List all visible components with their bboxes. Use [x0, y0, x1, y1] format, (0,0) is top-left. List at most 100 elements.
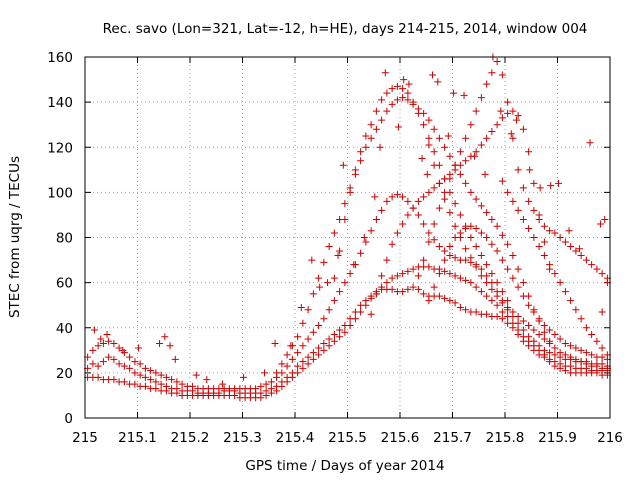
- data-point-marker: [420, 256, 428, 264]
- data-point-marker: [509, 252, 517, 260]
- data-point-marker: [152, 378, 160, 386]
- chart-title: Rec. savo (Lon=321, Lat=-12, h=HE), days…: [103, 21, 588, 37]
- data-point-marker: [273, 369, 281, 377]
- data-point-marker: [493, 247, 501, 255]
- data-point-marker: [399, 193, 407, 201]
- data-point-marker: [283, 378, 291, 386]
- data-point-marker: [535, 215, 543, 223]
- data-point-marker: [555, 179, 563, 187]
- data-point-marker: [530, 179, 538, 187]
- data-point-marker: [477, 94, 485, 102]
- data-point-marker: [446, 252, 454, 260]
- data-point-marker: [420, 290, 428, 298]
- data-point-marker: [267, 378, 275, 386]
- data-point-marker: [425, 263, 433, 271]
- data-point-marker: [325, 335, 333, 343]
- data-point-marker: [446, 152, 454, 160]
- data-point-marker: [405, 80, 413, 88]
- data-point-marker: [456, 170, 464, 178]
- data-point-marker: [572, 355, 580, 363]
- data-point-marker: [299, 342, 307, 350]
- data-point-marker: [472, 107, 480, 115]
- data-point-marker: [588, 331, 596, 339]
- data-point-marker: [357, 308, 365, 316]
- data-point-marker: [525, 148, 533, 156]
- y-axis-label: STEC from uqrg / TECUs: [7, 156, 23, 318]
- x-tick-label: 216: [597, 430, 623, 446]
- data-point-marker: [430, 184, 438, 192]
- data-point-marker: [435, 292, 443, 300]
- data-point-marker: [423, 170, 431, 178]
- data-point-marker: [551, 270, 559, 278]
- data-point-marker: [126, 353, 134, 361]
- data-point-marker: [267, 389, 275, 397]
- data-point-marker: [261, 369, 269, 377]
- data-point-marker: [547, 182, 555, 190]
- data-point-marker: [472, 243, 480, 251]
- data-point-marker: [297, 303, 305, 311]
- data-point-marker: [483, 209, 491, 217]
- data-point-marker: [597, 220, 605, 228]
- data-point-marker: [320, 340, 328, 348]
- data-point-marker: [467, 279, 475, 287]
- data-point-marker: [152, 369, 160, 377]
- data-point-marker: [308, 256, 316, 264]
- data-point-marker: [131, 358, 139, 366]
- data-point-marker: [551, 344, 559, 352]
- data-point-marker: [593, 337, 601, 345]
- data-point-marker: [89, 346, 97, 354]
- data-point-marker: [483, 134, 491, 142]
- data-point-marker: [556, 234, 564, 241]
- data-point-marker: [120, 378, 128, 386]
- data-point-marker: [304, 360, 312, 368]
- data-point-marker: [598, 353, 606, 361]
- data-point-marker: [283, 362, 291, 370]
- data-point-marker: [488, 240, 496, 248]
- data-point-marker: [371, 193, 379, 201]
- data-point-marker: [514, 283, 522, 291]
- data-point-marker: [288, 373, 296, 381]
- data-point-marker: [283, 351, 291, 359]
- data-point-marker: [157, 371, 165, 379]
- data-point-marker: [446, 270, 454, 278]
- data-point-marker: [383, 107, 391, 115]
- data-point-marker: [404, 197, 412, 205]
- data-point-marker: [498, 177, 506, 185]
- data-point-marker: [472, 263, 480, 271]
- y-tick-label: 20: [56, 366, 73, 382]
- data-point-marker: [399, 270, 407, 278]
- data-point-marker: [530, 337, 538, 345]
- data-point-marker: [462, 256, 470, 264]
- data-point-marker: [367, 121, 375, 129]
- data-point-marker: [507, 130, 515, 138]
- data-point-marker: [383, 256, 391, 264]
- data-point-marker: [362, 238, 370, 246]
- plot-frame: [84, 56, 611, 419]
- data-point-marker: [105, 353, 113, 361]
- data-point-marker: [126, 364, 134, 372]
- data-point-marker: [278, 360, 286, 368]
- data-point-marker: [451, 161, 459, 169]
- data-point-marker: [430, 283, 438, 291]
- data-point-marker: [441, 188, 449, 196]
- x-tick-label: 215: [72, 430, 98, 446]
- x-tick-label: 215.6: [381, 430, 420, 446]
- data-point-marker: [519, 326, 527, 334]
- data-point-marker: [399, 94, 407, 102]
- data-point-marker: [330, 229, 338, 237]
- data-point-marker: [336, 288, 344, 296]
- data-point-marker: [346, 321, 354, 329]
- data-point-marker: [488, 297, 496, 305]
- data-point-marker: [477, 252, 485, 260]
- data-point-marker: [477, 141, 485, 149]
- data-point-marker: [299, 319, 307, 327]
- data-point-marker: [477, 288, 485, 296]
- data-point-marker: [504, 98, 512, 106]
- data-point-marker: [456, 148, 464, 156]
- data-point-marker: [441, 256, 449, 264]
- data-point-marker: [483, 310, 491, 318]
- data-point-marker: [525, 301, 533, 309]
- data-point-marker: [567, 362, 575, 370]
- data-point-marker: [420, 193, 428, 201]
